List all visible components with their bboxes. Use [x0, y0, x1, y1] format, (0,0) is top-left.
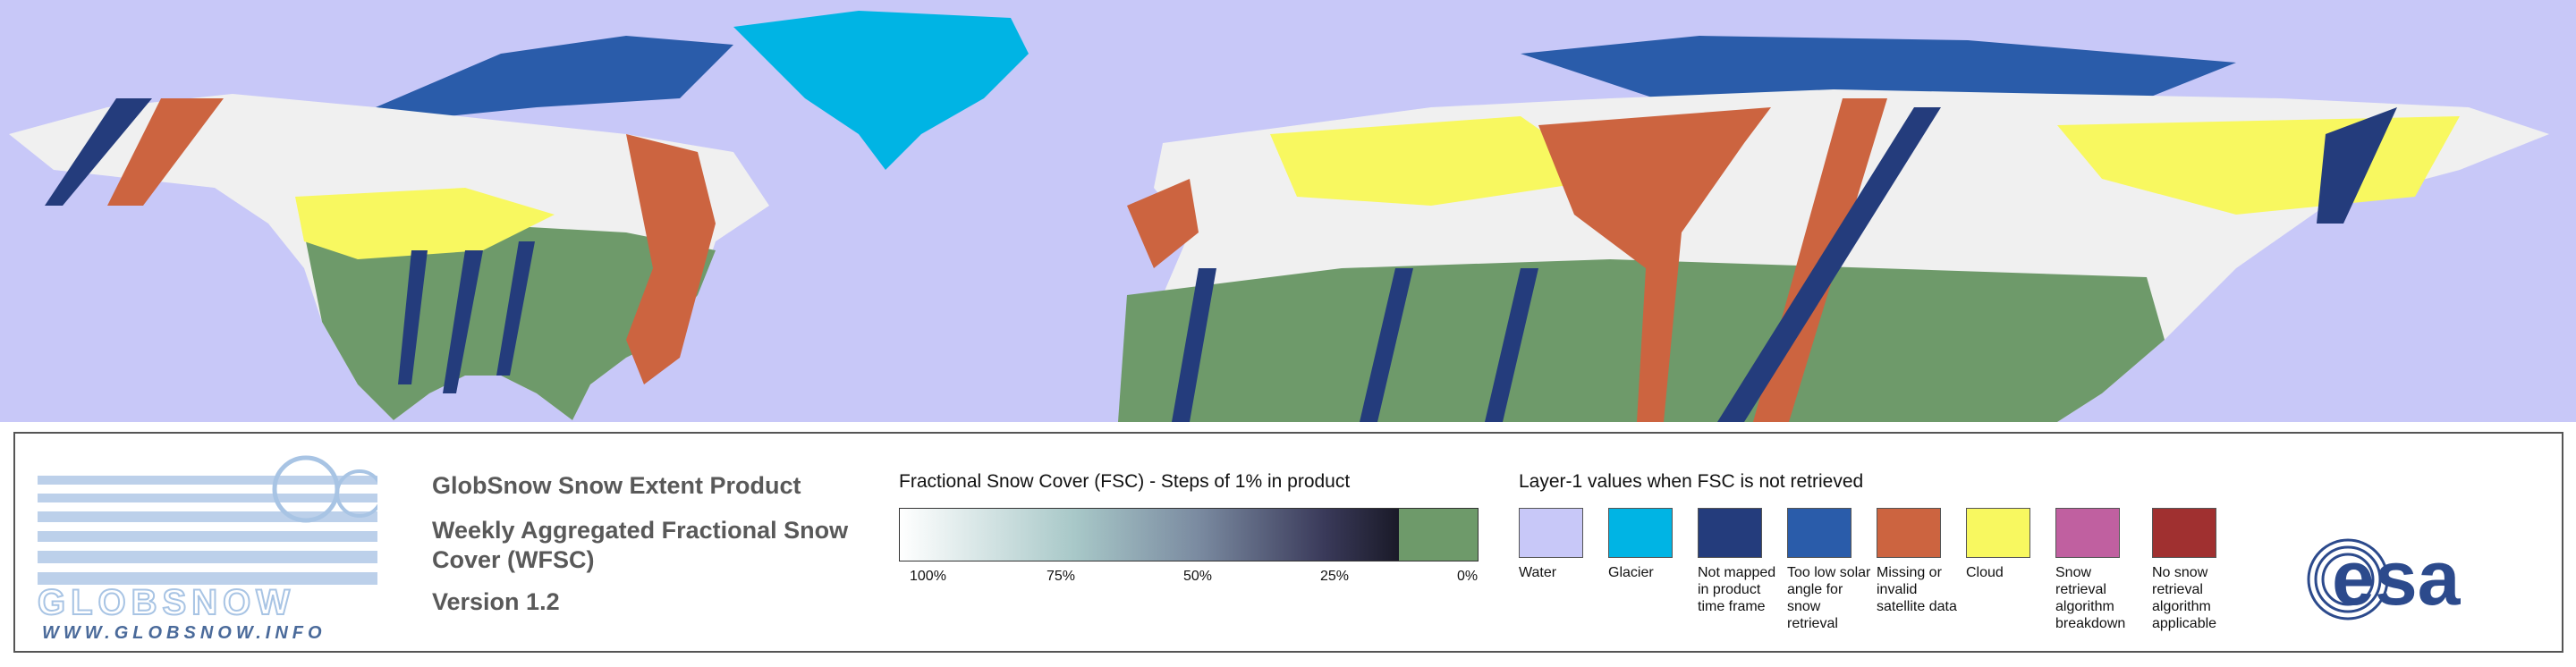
esa-logo: esa: [2307, 536, 2462, 621]
legend-label: Cloud: [1966, 565, 2004, 580]
legend-swatch: [1519, 508, 1583, 558]
layer1-title: Layer-1 values when FSC is not retrieved: [1519, 471, 1864, 492]
snowflake: [272, 455, 340, 523]
product-title: GlobSnow Snow Extent Product: [432, 472, 801, 499]
logo-name: GLOBSNOW: [38, 583, 295, 622]
eurasia-missing: [1538, 98, 1887, 422]
na-stripe: [45, 98, 152, 206]
legend-swatch: [2055, 508, 2120, 558]
legend-swatch: [1787, 508, 1852, 558]
legend-label: Glacier: [1608, 565, 1654, 580]
legend-label: Not mapped in product time frame: [1698, 565, 1776, 614]
fsc-title: Fractional Snow Cover (FSC) - Steps of 1…: [899, 471, 1351, 492]
legend-label: Water: [1519, 565, 1557, 580]
esa-text: esa: [2332, 536, 2462, 621]
fsc-zero: [1399, 509, 1478, 561]
esa-swirl: [2307, 538, 2389, 621]
fsc-label: 50%: [1183, 569, 1213, 584]
na-stripes: [398, 241, 535, 393]
legend-panel: GLOBSNOW WWW.GLOBSNOW.INFO GlobSnow Snow…: [13, 432, 2563, 653]
snow-map: [0, 0, 2576, 422]
na-missing-2: [107, 98, 224, 206]
legend-swatch: [1608, 508, 1673, 558]
legend-label: Missing or invalid satellite data: [1877, 565, 1957, 614]
na-cloud: [295, 188, 555, 259]
legend-label: Too low solar angle for snow retrieval: [1787, 565, 1871, 631]
fsc-label: 25%: [1320, 569, 1350, 584]
fsc-label: 75%: [1046, 569, 1076, 584]
legend-swatch: [1877, 508, 1941, 558]
legend-label: Snow retrieval algorithm breakdown: [2055, 565, 2126, 631]
legend-swatch: [2152, 508, 2216, 558]
fsc-bar: [899, 508, 1479, 561]
legend-label: No snow retrieval algorithm applicable: [2152, 565, 2217, 631]
fsc-label: 100%: [910, 569, 946, 584]
arctic-islands: [376, 36, 733, 116]
fsc-label: 0%: [1457, 569, 1479, 584]
arctic-islands-east: [1521, 36, 2236, 98]
globsnow-logo: GLOBSNOW WWW.GLOBSNOW.INFO: [38, 455, 377, 641]
snowflake: [335, 469, 377, 518]
logo-stripes: [38, 476, 377, 585]
fsc-gradient: [900, 509, 1400, 561]
na-missing: [626, 134, 716, 384]
product-subtitle: Weekly Aggregated Fractional Snow Cover …: [432, 517, 849, 573]
greenland: [733, 11, 1029, 170]
logo-url: WWW.GLOBSNOW.INFO: [42, 623, 326, 641]
eurasia-cloud: [1270, 116, 2460, 215]
legend-swatch: [1966, 508, 2030, 558]
legend-swatch: [1698, 508, 1762, 558]
britain: [1127, 179, 1199, 268]
product-version: Version 1.2: [432, 588, 560, 615]
